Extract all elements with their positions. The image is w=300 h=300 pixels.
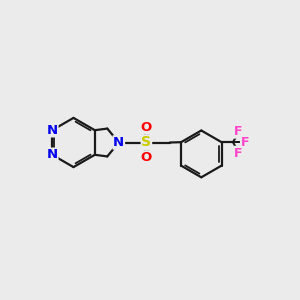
Text: N: N: [46, 148, 58, 161]
Text: F: F: [234, 125, 243, 138]
Text: N: N: [46, 124, 58, 137]
Text: O: O: [141, 151, 152, 164]
Text: F: F: [241, 136, 249, 149]
Text: O: O: [141, 121, 152, 134]
Text: S: S: [141, 136, 152, 149]
Text: N: N: [113, 136, 124, 149]
Text: F: F: [234, 146, 243, 160]
